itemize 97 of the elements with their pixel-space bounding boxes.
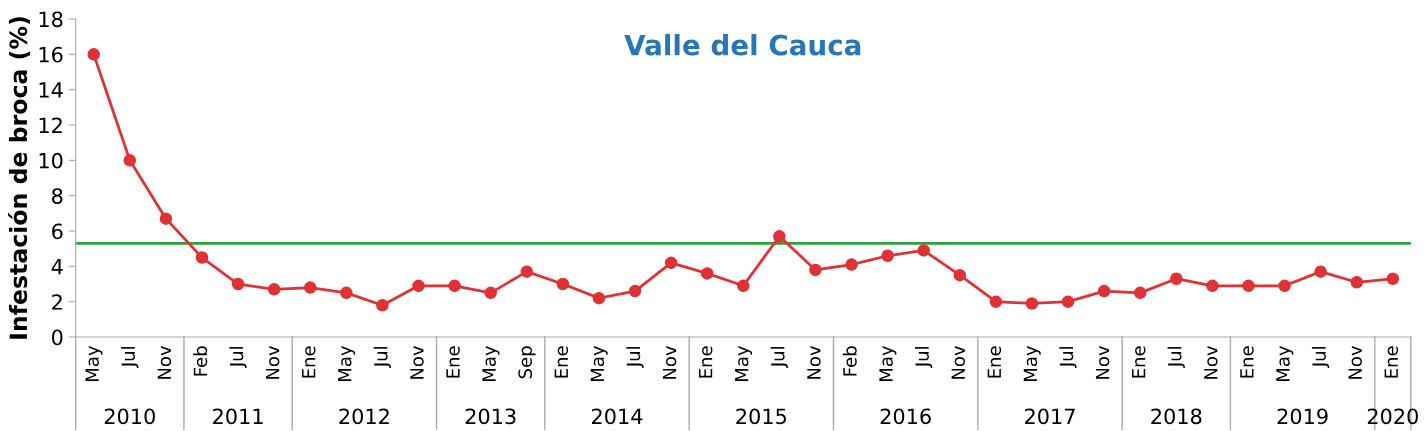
x-tick-label: Nov: [1204, 345, 1218, 379]
x-tick-label: Ene: [1384, 346, 1399, 378]
y-axis-title: Infestación de broca (%): [8, 17, 31, 339]
point: [1170, 272, 1183, 285]
y-tick-label: 18: [39, 11, 63, 28]
y-tick-label: 2: [52, 294, 62, 310]
point: [1278, 279, 1291, 293]
point: [195, 251, 209, 264]
x-tick-label: Jul: [914, 347, 933, 369]
point: [1314, 265, 1327, 278]
text: 2014: [591, 408, 643, 425]
point: [556, 277, 570, 291]
text: 2017: [1025, 408, 1075, 425]
point: [628, 284, 642, 298]
point: [1386, 272, 1400, 285]
x-tick-label: Jul: [373, 347, 392, 369]
x-tick-label: May: [338, 345, 356, 381]
x-tick-label: Jul: [626, 347, 644, 369]
point: [1097, 284, 1111, 298]
x-tick-label: May: [735, 345, 753, 381]
text: 2019: [1277, 408, 1328, 425]
point: [123, 154, 137, 167]
x-tick-label: May: [1276, 345, 1294, 381]
point: [1206, 279, 1219, 293]
y-tick-label: 12: [39, 117, 62, 133]
y-tick-label: 16: [39, 46, 63, 63]
x-tick-label: Nov: [662, 345, 677, 379]
point: [700, 267, 714, 280]
x-tick-label: Nov: [265, 345, 280, 379]
point: [917, 244, 930, 257]
x-tick-label: Ene: [1132, 346, 1146, 378]
point: [303, 281, 317, 294]
point: [1133, 286, 1147, 300]
x-tick-label: May: [879, 345, 897, 381]
text: 2012: [339, 408, 389, 425]
point: [340, 286, 353, 300]
text: 2010: [104, 408, 155, 425]
point: [592, 291, 606, 305]
x-tick-label: Ene: [1240, 346, 1254, 378]
text: 2015: [736, 408, 787, 425]
point: [376, 298, 389, 312]
x-tick-label: Sep: [518, 346, 536, 379]
point: [953, 268, 967, 282]
point: [87, 48, 100, 61]
x-tick-label: Jul: [121, 347, 139, 369]
point: [520, 265, 534, 278]
point: [881, 249, 894, 263]
x-tick-label: Ene: [302, 346, 316, 378]
y-tick-label: 14: [39, 82, 63, 98]
point: [737, 279, 750, 293]
x-tick-label: Jul: [770, 347, 788, 369]
point: [809, 263, 822, 277]
point: [664, 256, 678, 270]
point: [412, 279, 425, 293]
x-tick-label: Ene: [554, 346, 569, 378]
x-tick-label: Nov: [951, 345, 966, 379]
x-tick-label: Ene: [987, 346, 1002, 378]
point: [231, 277, 245, 291]
x-tick-label: Ene: [446, 346, 460, 378]
x-tick-label: Jul: [1311, 347, 1330, 369]
x-tick-label: Nov: [157, 345, 172, 379]
x-tick-label: Nov: [1095, 345, 1110, 379]
chart-title: Valle del Cauca: [624, 34, 861, 56]
point: [989, 295, 1003, 308]
x-tick-label: Nov: [807, 345, 821, 379]
text: 2018: [1151, 408, 1202, 425]
x-tick-label: May: [1023, 345, 1041, 381]
text: 2011: [213, 408, 263, 425]
x-tick-label: May: [85, 345, 103, 381]
x-tick-label: Ene: [699, 346, 713, 378]
point: [845, 258, 858, 271]
point: [773, 230, 786, 243]
x-tick-label: Feb: [193, 346, 208, 376]
x-tick-label: May: [482, 345, 500, 381]
point: [267, 283, 281, 296]
point: [1025, 297, 1039, 310]
x-tick-label: Jul: [229, 347, 247, 369]
point: [448, 279, 461, 293]
point: [1061, 295, 1075, 308]
text: 2020: [1367, 408, 1418, 425]
x-tick-label: Nov: [1348, 345, 1362, 379]
point: [1350, 276, 1363, 289]
y-tick-label: 4: [51, 259, 63, 275]
y-tick-label: 0: [52, 329, 63, 346]
y-tick-label: 6: [52, 223, 63, 240]
y-tick-label: 10: [39, 152, 63, 169]
x-tick-label: Nov: [410, 345, 424, 379]
point: [159, 212, 173, 225]
text: 2013: [465, 408, 516, 425]
y-tick-label: 8: [52, 188, 63, 204]
x-tick-label: Feb: [842, 346, 857, 376]
text: 2016: [880, 408, 931, 425]
point: [1242, 279, 1255, 293]
x-tick-label: Jul: [1059, 347, 1077, 369]
x-tick-label: May: [590, 345, 608, 381]
x-tick-label: Jul: [1167, 347, 1185, 369]
point: [484, 286, 497, 300]
